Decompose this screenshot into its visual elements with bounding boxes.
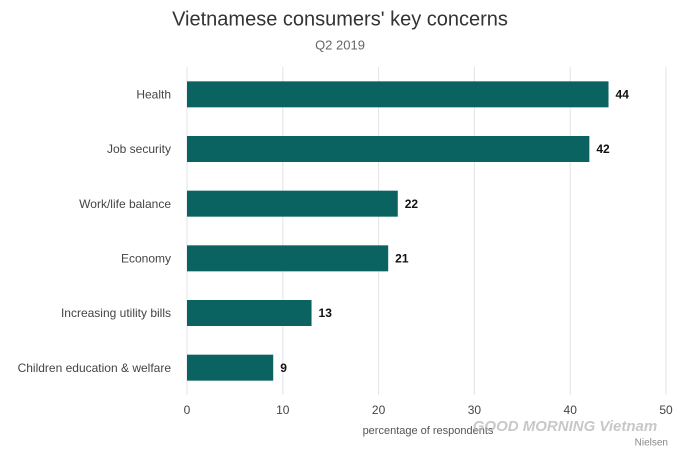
bar [187,245,389,272]
x-tick-label: 50 [659,403,673,417]
bar [187,190,398,217]
data-label: 9 [280,361,287,375]
bar [187,81,609,108]
x-tick-label: 0 [184,403,191,417]
watermark: GOOD MORNING Vietnam [473,418,657,435]
bar [187,300,312,326]
bar [187,136,590,162]
data-label: 44 [616,88,630,102]
chart-title: Vietnamese consumers' key concerns [172,8,508,30]
x-axis-label: percentage of respondents [363,425,494,437]
data-label: 21 [395,252,409,266]
y-tick-label: Job security [107,142,171,156]
bar [187,354,274,381]
x-tick-label: 40 [564,403,578,417]
chart-subtitle: Q2 2019 [315,37,365,52]
data-label: 13 [319,306,333,320]
y-tick-label: Health [136,88,171,102]
y-tick-label: Increasing utility bills [61,306,171,320]
x-tick-label: 20 [372,403,386,417]
y-tick-label: Children education & welfare [18,361,172,375]
source: Nielsen [635,438,668,449]
data-label: 22 [405,197,419,211]
y-tick-label: Economy [121,252,171,266]
x-tick-label: 10 [276,403,290,417]
x-tick-label: 30 [468,403,482,417]
data-label: 42 [596,142,610,156]
y-tick-label: Work/life balance [79,197,171,211]
